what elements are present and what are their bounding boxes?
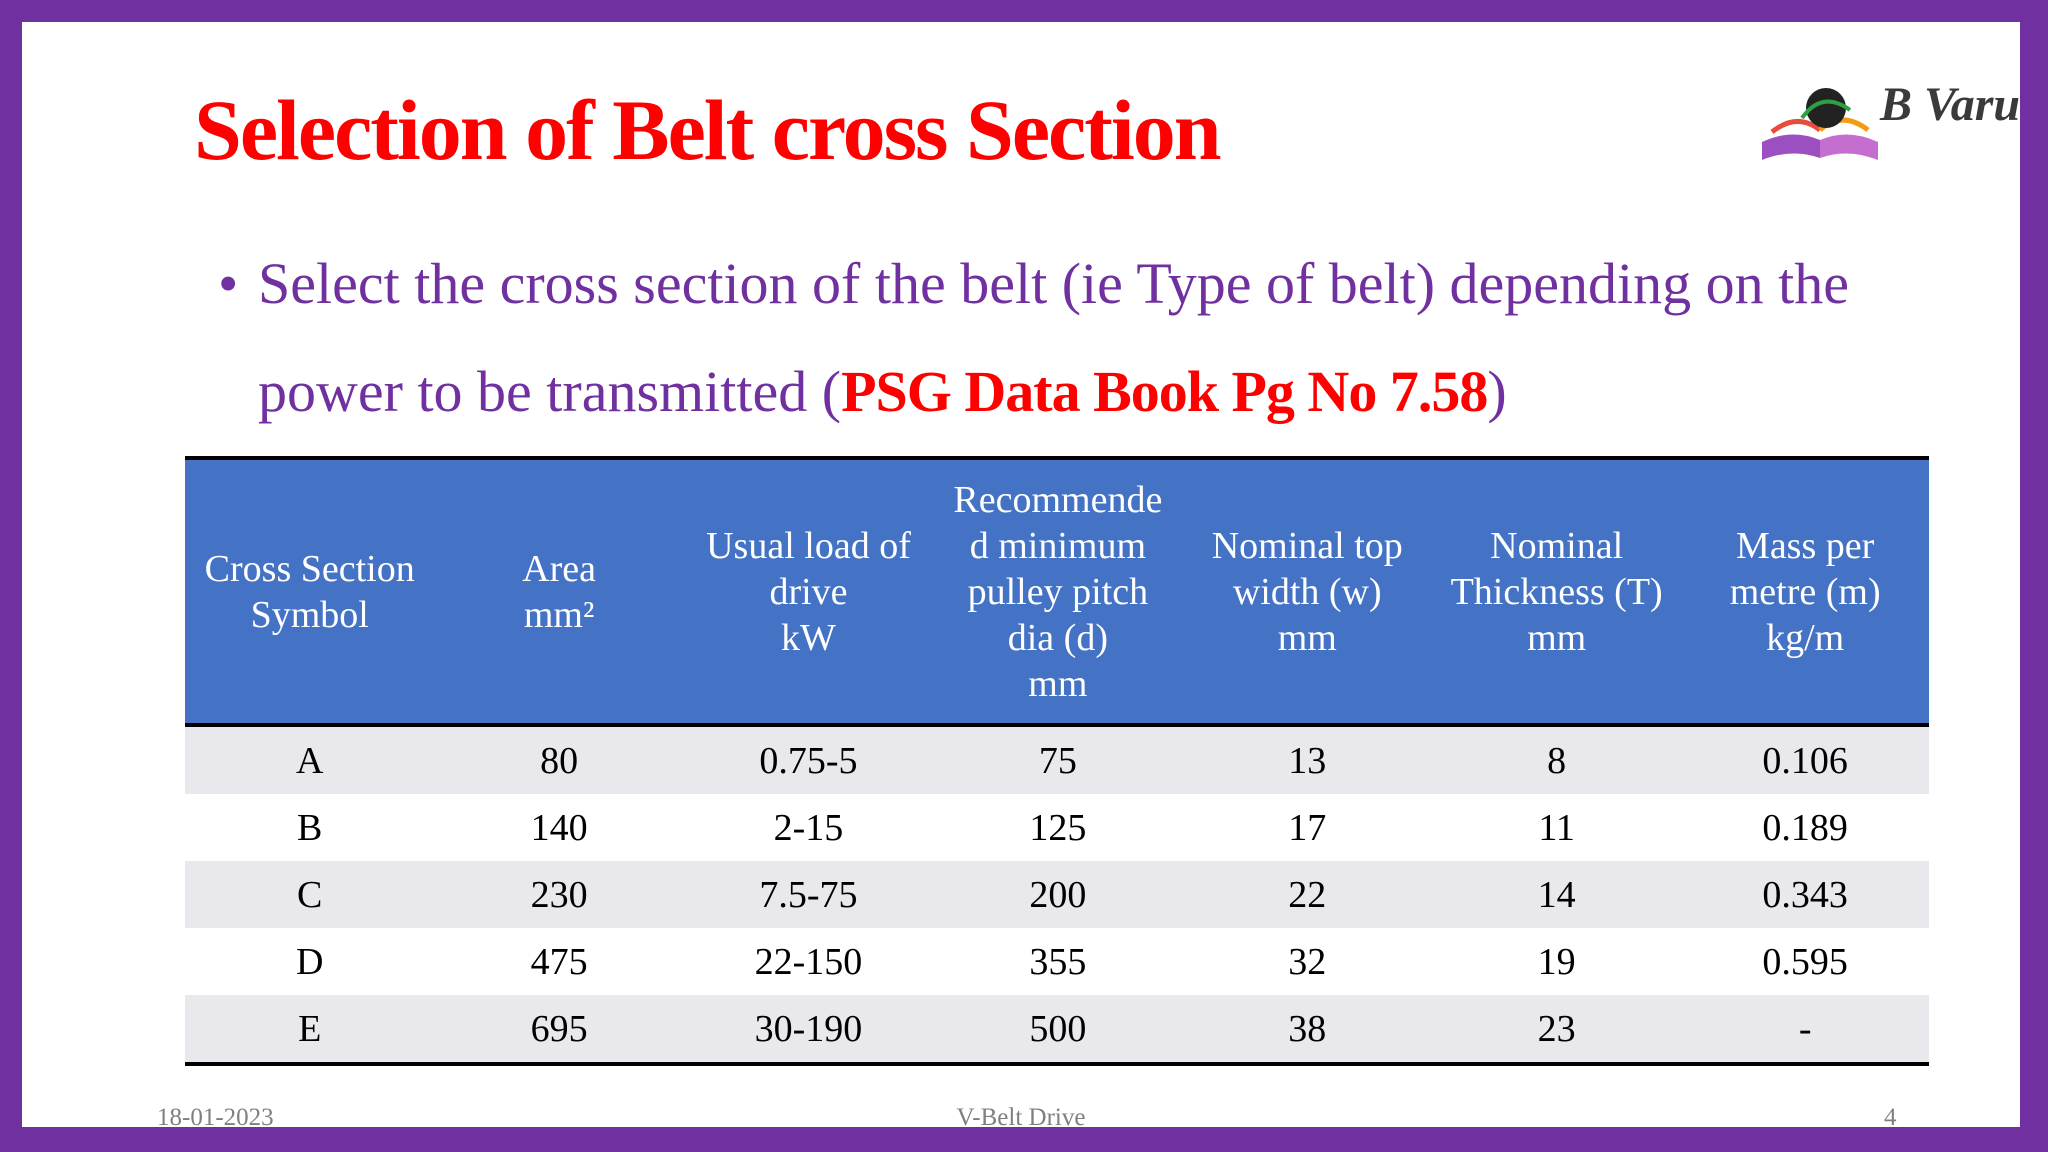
cell-pulley-dia: 125 [933,794,1183,861]
cell-symbol: C [185,861,435,928]
cell-thickness: 14 [1431,861,1682,928]
bullet-close-paren: ) [1487,359,1507,424]
cell-mass: 0.189 [1681,794,1929,861]
logo-icon [1762,88,1878,160]
cell-top-width: 38 [1182,995,1432,1064]
cell-area: 475 [434,928,684,995]
cell-mass: 0.106 [1681,725,1929,794]
page-number: 4 [1884,1104,1897,1131]
cell-load: 0.75-5 [683,725,934,794]
header-top-width: Nominal top width (w) mm [1182,458,1432,727]
cell-area: 140 [434,794,684,861]
cell-thickness: 11 [1431,794,1682,861]
bullet-main-text: Select the cross section of the belt (ie… [258,251,1850,424]
table-row: E 695 30-190 500 38 23 - [185,995,1929,1064]
table-row: B 140 2-15 125 17 11 0.189 [185,794,1929,861]
cell-pulley-dia: 200 [933,861,1183,928]
cell-load: 22-150 [683,928,934,995]
cell-mass: - [1681,995,1929,1064]
cell-load: 30-190 [683,995,934,1064]
cell-pulley-dia: 355 [933,928,1183,995]
bullet-text: Select the cross section of the belt (ie… [258,230,1938,446]
belt-selection-table: Cross Section Symbol Area mm² Usual load o… [185,456,1929,1066]
cell-pulley-dia: 500 [933,995,1183,1064]
cell-top-width: 17 [1182,794,1432,861]
bullet-marker: • [218,251,239,316]
header-area: Area mm² [434,458,684,727]
table-row: D 475 22-150 355 32 19 0.595 [185,928,1929,995]
header-usual-load: Usual load of drive kW [683,458,934,727]
cell-pulley-dia: 75 [933,725,1183,794]
slide: Selection of Belt cross Section B Varu •… [22,22,2021,1131]
slide-title: Selection of Belt cross Section [194,82,1222,178]
logo-text: B Varu [1880,78,2021,131]
cell-area: 230 [434,861,684,928]
cell-symbol: B [185,794,435,861]
cell-symbol: E [185,995,435,1064]
cell-load: 7.5-75 [683,861,934,928]
header-mass-per-metre: Mass per metre (m) kg/m [1681,458,1929,727]
cell-mass: 0.343 [1681,861,1929,928]
header-min-pulley-dia: Recommende d minimum pulley pitch dia (d) mm [933,458,1183,727]
footer-title: V-Belt Drive [956,1104,1086,1131]
table-row: A 80 0.75-5 75 13 8 0.106 [185,725,1929,794]
header-cross-section-symbol: Cross Section Symbol [185,458,435,727]
cell-symbol: D [185,928,435,995]
footer-date: 18-01-2023 [157,1104,274,1131]
table-header-row: Cross Section Symbol Area mm² Usual load o… [185,458,1929,727]
cell-load: 2-15 [683,794,934,861]
cell-top-width: 22 [1182,861,1432,928]
cell-thickness: 23 [1431,995,1682,1064]
table-row: C 230 7.5-75 200 22 14 0.343 [185,861,1929,928]
cell-mass: 0.595 [1681,928,1929,995]
psg-reference: PSG Data Book Pg No 7.58 [841,359,1488,424]
cell-thickness: 8 [1431,725,1682,794]
cell-top-width: 13 [1182,725,1432,794]
cell-symbol: A [185,725,435,794]
cell-area: 695 [434,995,684,1064]
cell-top-width: 32 [1182,928,1432,995]
cell-area: 80 [434,725,684,794]
cell-thickness: 19 [1431,928,1682,995]
header-thickness: Nominal Thickness (T) mm [1431,458,1682,727]
